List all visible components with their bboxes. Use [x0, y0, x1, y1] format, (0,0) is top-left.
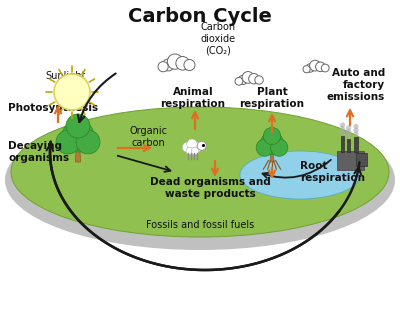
Circle shape: [306, 64, 314, 72]
Circle shape: [197, 141, 206, 150]
Circle shape: [340, 126, 345, 132]
Ellipse shape: [240, 151, 360, 199]
Circle shape: [255, 76, 263, 84]
Text: Animal
respiration: Animal respiration: [160, 87, 226, 109]
Circle shape: [353, 128, 359, 133]
Circle shape: [76, 130, 100, 154]
Text: Plant
respiration: Plant respiration: [240, 87, 304, 109]
Ellipse shape: [5, 110, 395, 250]
Circle shape: [66, 114, 90, 138]
Text: Root
respiration: Root respiration: [300, 161, 365, 183]
Circle shape: [238, 76, 247, 84]
Text: Sunlight: Sunlight: [45, 71, 85, 81]
Circle shape: [191, 142, 202, 153]
Circle shape: [176, 57, 190, 70]
Circle shape: [256, 139, 274, 156]
Ellipse shape: [11, 107, 389, 237]
Polygon shape: [76, 146, 80, 162]
Circle shape: [270, 139, 288, 156]
Polygon shape: [270, 150, 274, 162]
Circle shape: [249, 74, 259, 84]
Text: Decaying
organisms: Decaying organisms: [8, 141, 69, 163]
Circle shape: [316, 62, 325, 72]
Text: Fossils and fossil fuels: Fossils and fossil fuels: [146, 220, 254, 230]
Circle shape: [182, 142, 193, 153]
Bar: [356, 153, 366, 166]
Circle shape: [242, 72, 254, 83]
Circle shape: [162, 59, 174, 71]
Circle shape: [167, 54, 183, 69]
Circle shape: [353, 132, 359, 137]
Circle shape: [340, 130, 345, 135]
Bar: [341, 135, 344, 152]
Text: Dead organisms and
waste products: Dead organisms and waste products: [150, 177, 270, 199]
Circle shape: [346, 133, 351, 138]
Circle shape: [56, 130, 80, 154]
Text: Carbon Cycle: Carbon Cycle: [128, 7, 272, 26]
Circle shape: [303, 66, 310, 73]
Circle shape: [191, 147, 199, 155]
Bar: [354, 137, 358, 152]
Circle shape: [346, 125, 351, 131]
Bar: [347, 139, 350, 152]
Circle shape: [263, 127, 281, 145]
Circle shape: [187, 139, 197, 149]
Text: Carbon
dioxide
(CO₂): Carbon dioxide (CO₂): [200, 22, 236, 55]
Circle shape: [353, 124, 359, 129]
Circle shape: [184, 60, 195, 70]
Circle shape: [321, 64, 329, 72]
Text: Organic
carbon: Organic carbon: [129, 126, 167, 148]
Circle shape: [186, 147, 194, 155]
Circle shape: [62, 120, 94, 152]
Circle shape: [310, 60, 320, 71]
Bar: [336, 151, 364, 170]
Circle shape: [260, 132, 284, 155]
Text: Photosynthesis: Photosynthesis: [8, 103, 98, 113]
Text: Auto and
factory
emissions: Auto and factory emissions: [327, 68, 385, 102]
Circle shape: [340, 122, 345, 128]
Circle shape: [346, 129, 351, 134]
Circle shape: [158, 61, 168, 72]
Circle shape: [185, 141, 199, 155]
Circle shape: [235, 77, 243, 85]
Circle shape: [54, 74, 90, 110]
